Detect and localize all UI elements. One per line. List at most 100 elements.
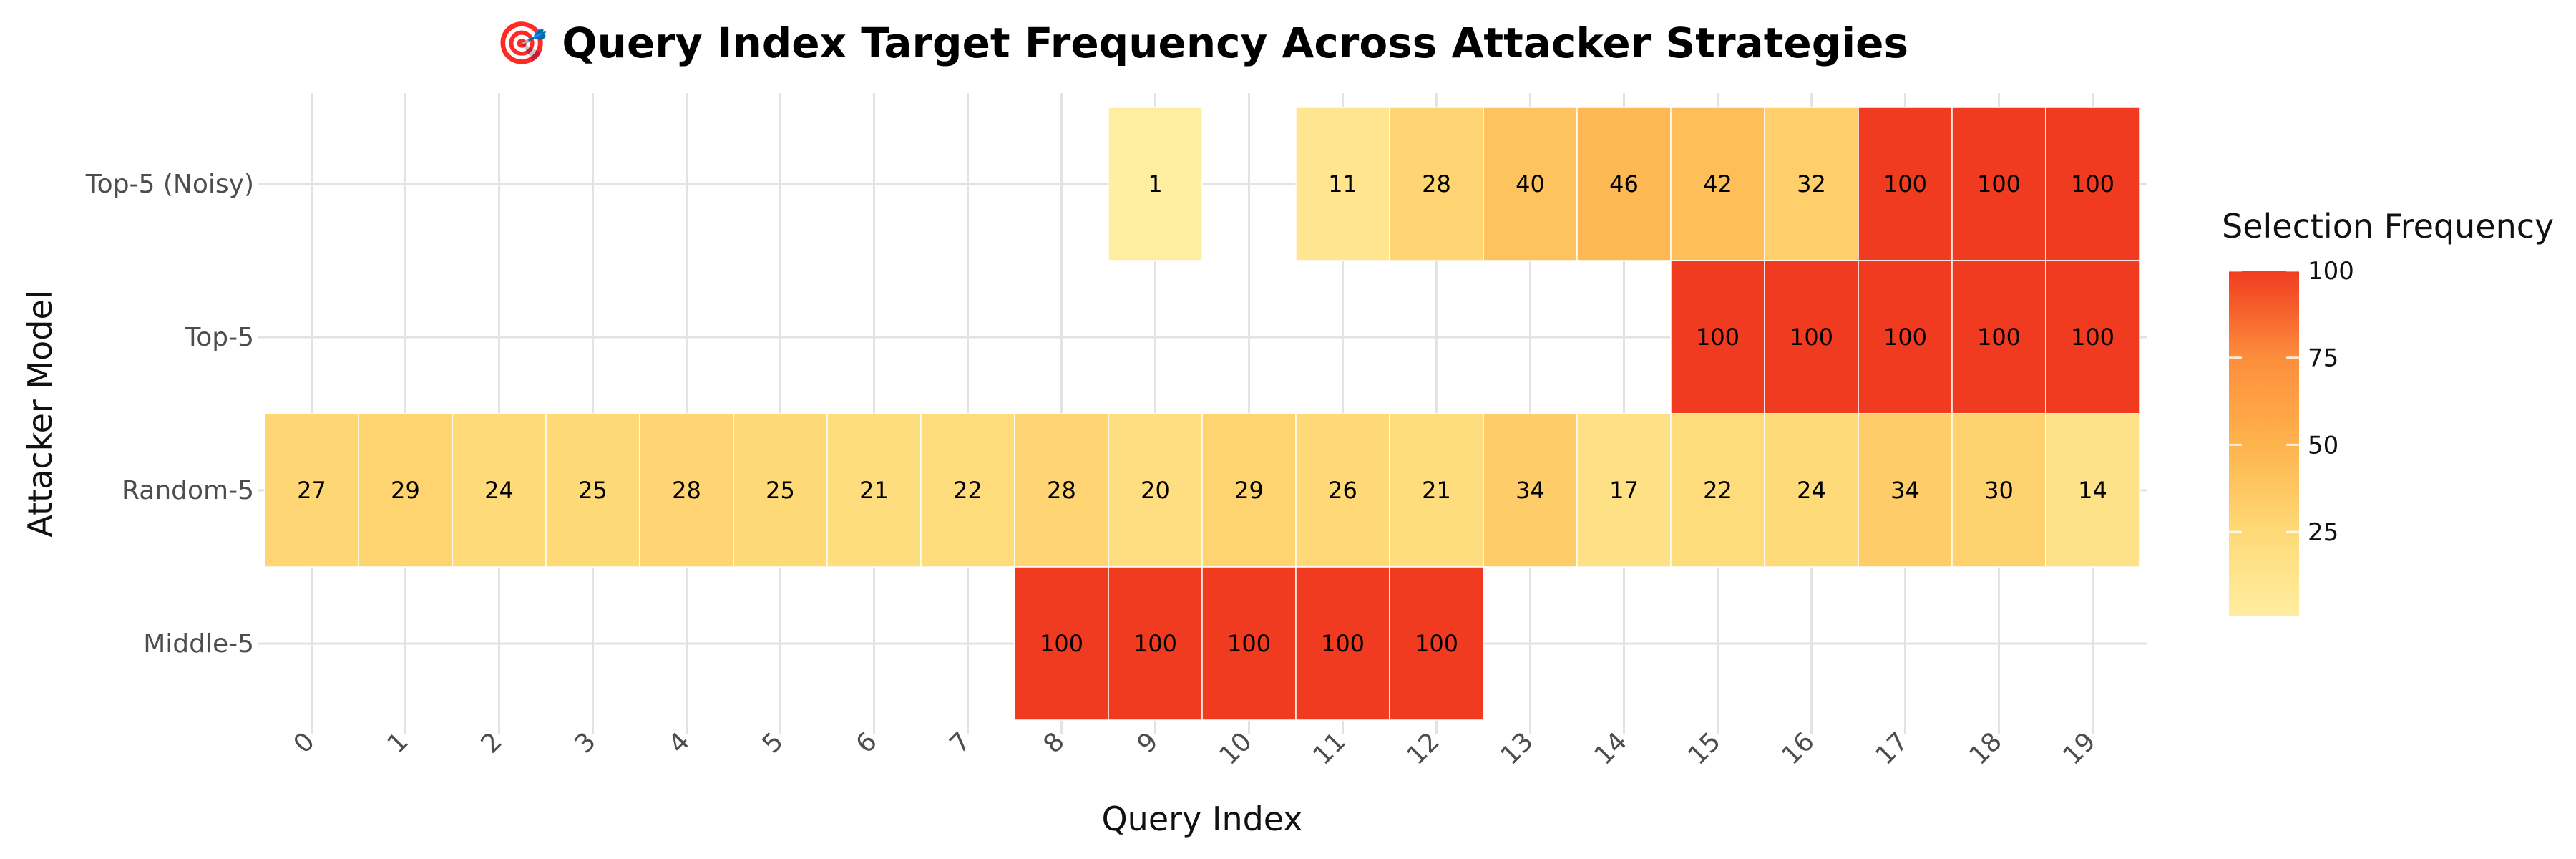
cell-value-label: 32 — [1797, 170, 1826, 198]
cell-value-label: 25 — [766, 477, 795, 504]
x-tick-label: 8 — [1038, 727, 1070, 759]
cell-value-label: 100 — [1977, 324, 2021, 351]
x-axis-title: Query Index — [1101, 800, 1302, 838]
y-tick-label: Top-5 — [184, 323, 254, 352]
cell-value-label: 24 — [484, 477, 514, 504]
cell-value-label: 29 — [1234, 477, 1264, 504]
cell-value-label: 30 — [1984, 477, 2014, 504]
cell-value-label: 100 — [1977, 170, 2021, 198]
cell-value-label: 22 — [1703, 477, 1732, 504]
x-tick-label: 4 — [663, 727, 696, 759]
heatmap-cell — [1295, 566, 1390, 721]
heatmap-cell — [2045, 107, 2140, 261]
heatmap-cell — [1951, 260, 2046, 414]
cell-value-label: 21 — [859, 477, 889, 504]
x-tick-label: 14 — [1589, 727, 1632, 770]
heatmap-cell — [1951, 107, 2046, 261]
cell-value-label: 100 — [1883, 170, 1927, 198]
heatmap-cell — [1670, 107, 1765, 261]
heatmap-cell — [826, 413, 922, 568]
heatmap-cell — [1201, 566, 1297, 721]
heatmap-cell — [1201, 413, 1297, 568]
cell-value-label: 26 — [1328, 477, 1357, 504]
cell-value-label: 27 — [297, 477, 326, 504]
x-tick-label: 17 — [1870, 727, 1913, 770]
heatmap-cell — [1295, 107, 1390, 261]
x-tick-label: 15 — [1682, 727, 1726, 770]
heatmap-cell — [1389, 107, 1484, 261]
x-tick-label: 16 — [1776, 727, 1820, 770]
heatmap-cell — [1670, 413, 1765, 568]
heatmap-cell — [358, 413, 453, 568]
legend-tick-label: 75 — [2308, 344, 2338, 373]
x-tick-label: 0 — [288, 727, 321, 759]
legend-tick-label: 50 — [2308, 431, 2338, 460]
heatmap-cell — [1858, 260, 1953, 414]
y-axis-ticks: Top-5 (Noisy) Top-5 Random-5 Middle-5 — [85, 170, 254, 659]
cell-value-label: 14 — [2078, 477, 2107, 504]
cell-value-label: 22 — [953, 477, 982, 504]
y-tick-label: Top-5 (Noisy) — [85, 170, 254, 199]
x-tick-label: 5 — [757, 727, 789, 759]
heatmap-cell — [1483, 107, 1578, 261]
x-tick-label: 7 — [945, 727, 977, 759]
heatmap-cell — [452, 413, 547, 568]
heatmap-cell — [1858, 413, 1953, 568]
heatmap-cell — [2045, 260, 2140, 414]
cell-value-label: 100 — [2071, 170, 2114, 198]
x-tick-label: 12 — [1401, 727, 1445, 770]
heatmap-cell — [733, 413, 828, 568]
x-tick-label: 19 — [2057, 727, 2101, 770]
cell-value-label: 100 — [1227, 630, 1271, 657]
cell-value-label: 28 — [1422, 170, 1451, 198]
cell-value-label: 24 — [1797, 477, 1826, 504]
heatmap-cell — [1108, 566, 1203, 721]
heatmap-cell — [264, 413, 359, 568]
heatmap-cell — [920, 413, 1015, 568]
cell-value-label: 100 — [1790, 324, 1833, 351]
heatmap-cell — [1670, 260, 1765, 414]
heatmap-cell — [1764, 107, 1859, 261]
y-tick-label: Middle-5 — [143, 629, 254, 659]
x-tick-label: 2 — [476, 727, 508, 759]
y-axis-title: Attacker Model — [21, 290, 59, 537]
heatmap-cell — [1951, 413, 2046, 568]
legend-tick-label: 25 — [2308, 518, 2338, 547]
cell-value-label: 21 — [1422, 477, 1451, 504]
cell-value-label: 11 — [1328, 170, 1357, 198]
heatmap-cell — [1858, 107, 1953, 261]
x-tick-label: 10 — [1214, 727, 1257, 770]
cell-value-label: 100 — [1040, 630, 1083, 657]
heatmap-cell — [1108, 107, 1203, 261]
heatmap-cell — [1014, 566, 1109, 721]
cell-value-label: 40 — [1516, 170, 1545, 198]
x-tick-label: 1 — [382, 727, 414, 759]
legend-tick-label: 100 — [2308, 257, 2354, 286]
x-tick-label: 6 — [851, 727, 883, 759]
cell-value-label: 1 — [1148, 170, 1162, 198]
cell-value-label: 100 — [1415, 630, 1458, 657]
cell-value-label: 100 — [1883, 324, 1927, 351]
cell-value-label: 29 — [391, 477, 420, 504]
cell-value-label: 100 — [1696, 324, 1740, 351]
cell-value-label: 100 — [1321, 630, 1365, 657]
legend-colorbar — [2229, 271, 2299, 616]
cell-value-label: 20 — [1141, 477, 1170, 504]
x-tick-label: 13 — [1495, 727, 1538, 770]
cell-value-label: 17 — [1609, 477, 1639, 504]
cell-value-label: 100 — [2071, 324, 2114, 351]
legend-title: Selection Frequency — [2222, 207, 2554, 246]
heatmap-cell — [1483, 413, 1578, 568]
heatmap-cell — [1389, 566, 1484, 721]
heatmap-cell — [639, 413, 734, 568]
heatmap-cell — [1764, 260, 1859, 414]
cell-value-label: 46 — [1609, 170, 1639, 198]
x-axis-ticks: 0 1 2 3 4 5 6 7 8 9 10 11 12 13 14 15 16 17 18 19 — [288, 727, 2102, 770]
cell-value-label: 34 — [1516, 477, 1545, 504]
heatmap-cell — [545, 413, 640, 568]
heatmap-cell — [1576, 413, 1672, 568]
x-tick-label: 3 — [570, 727, 602, 759]
heatmap-cell — [1014, 413, 1109, 568]
